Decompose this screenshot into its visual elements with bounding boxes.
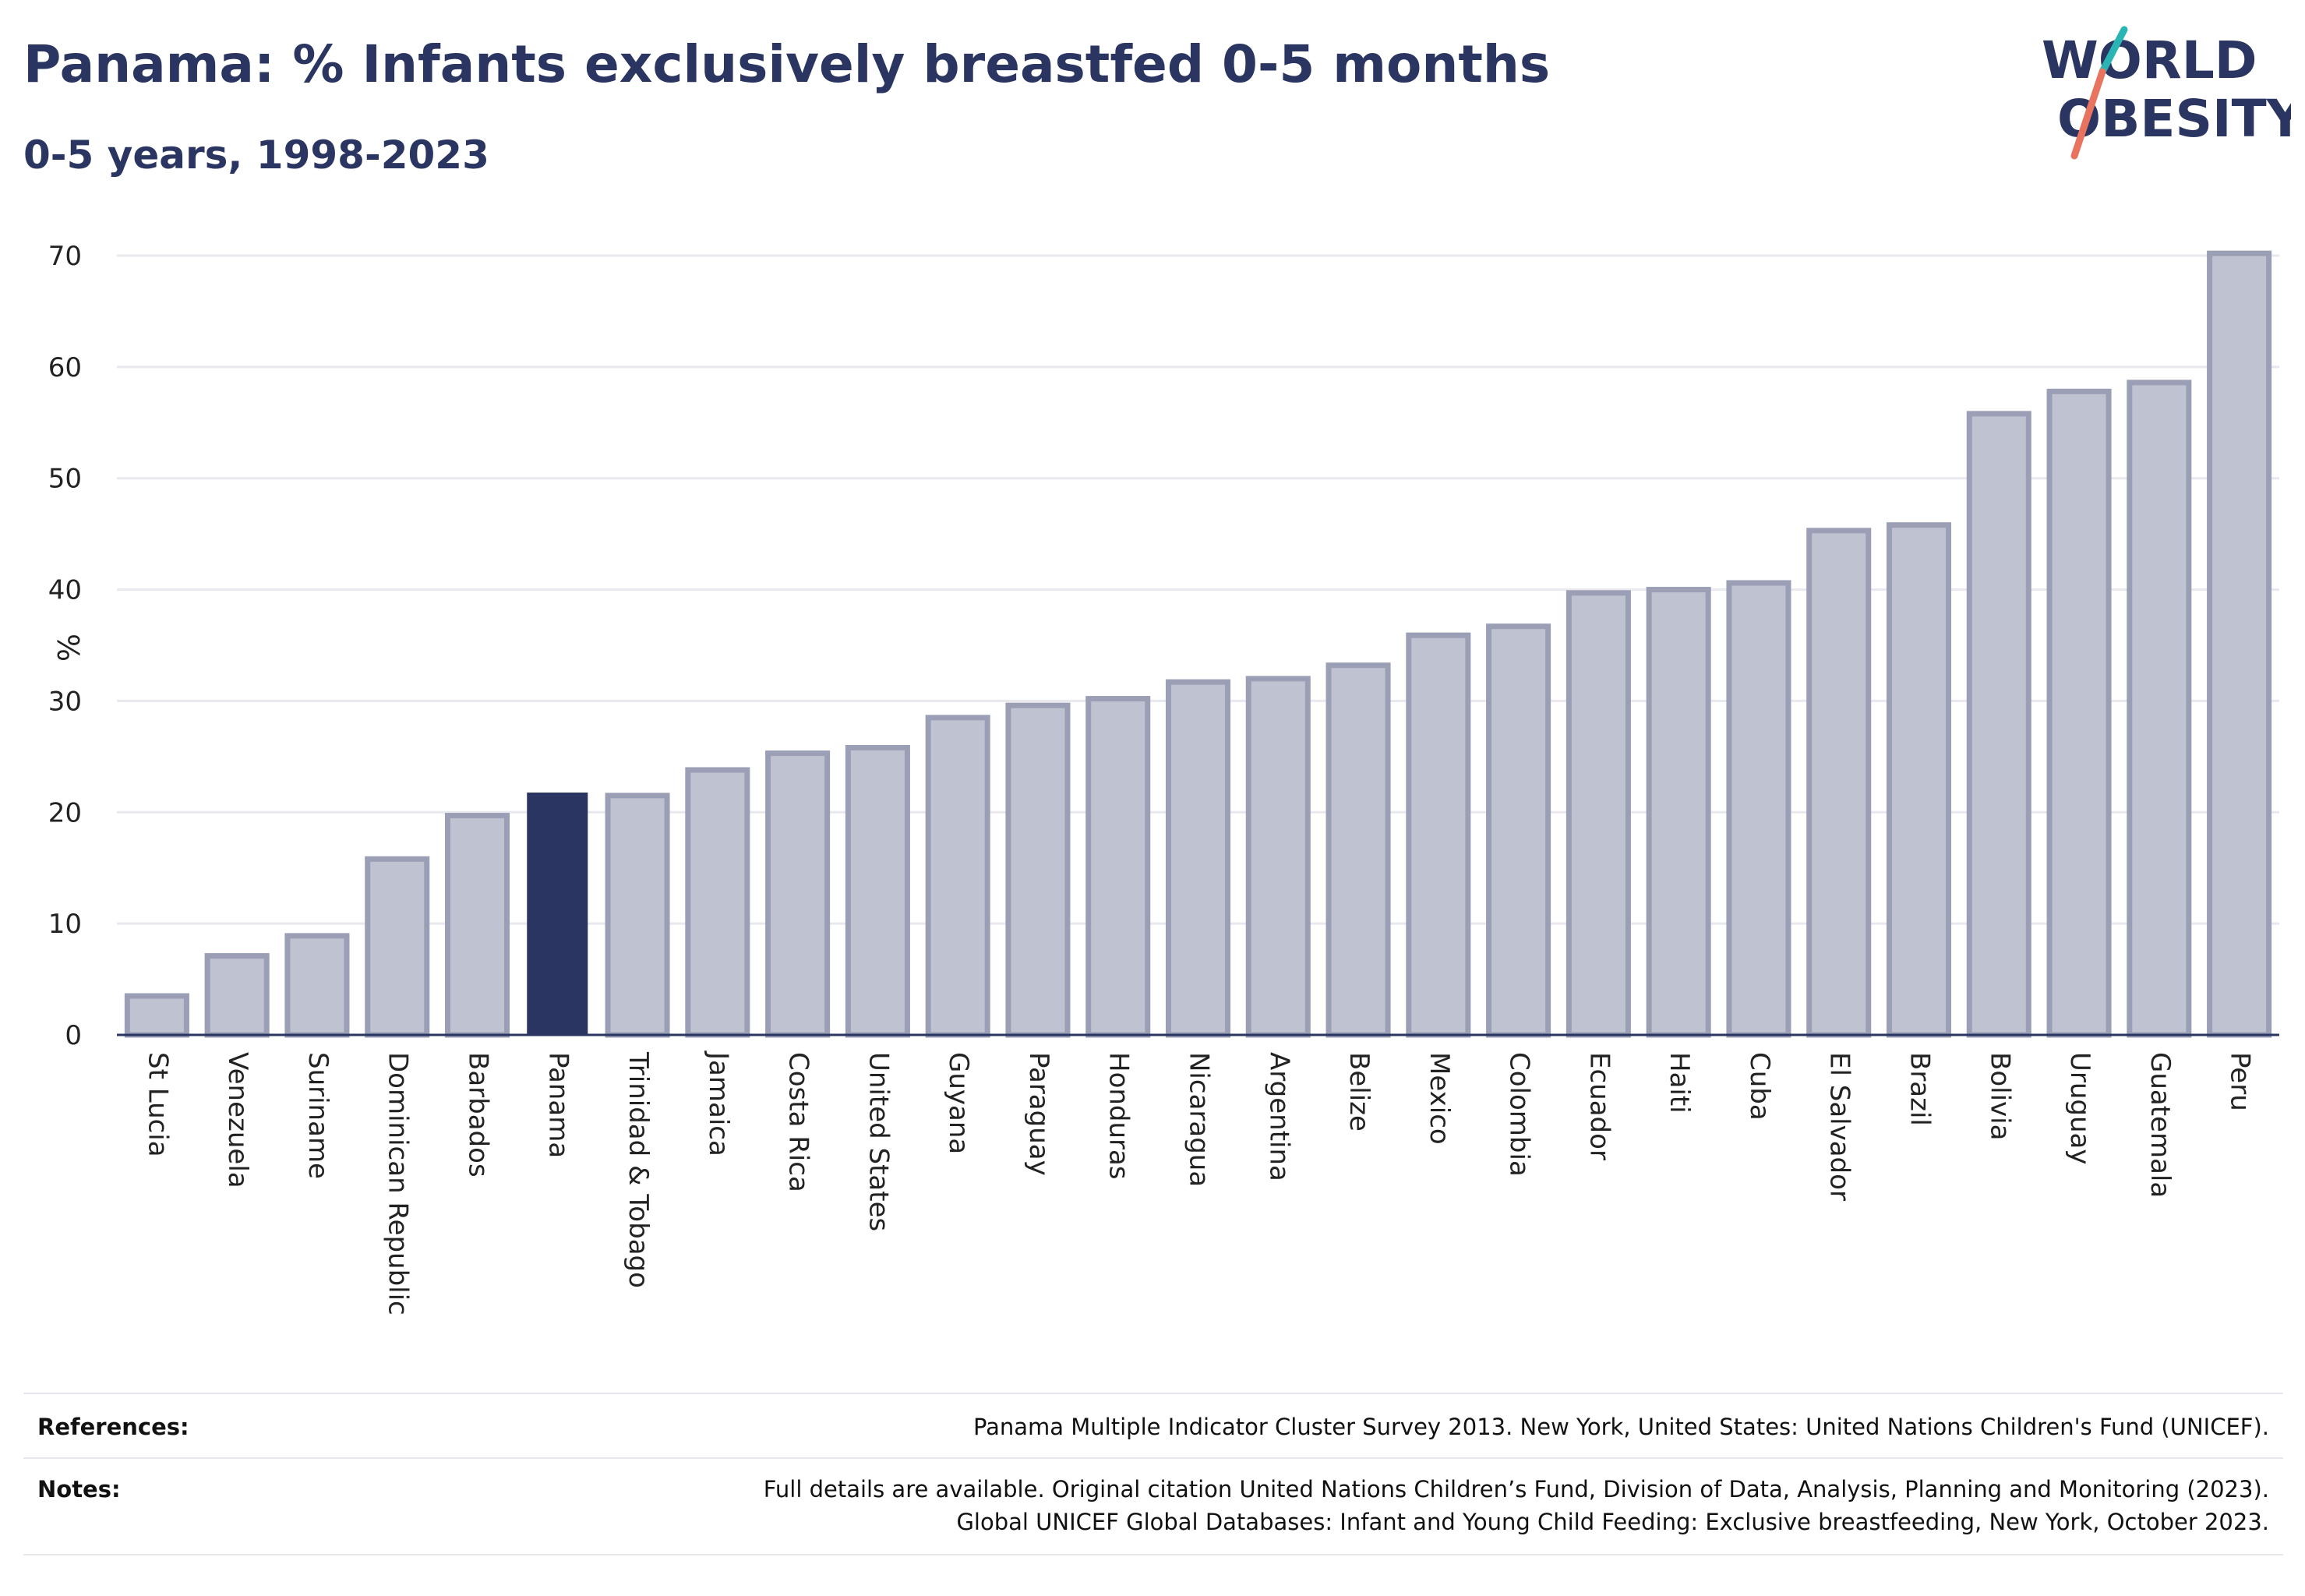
y-tick-label: 20	[48, 797, 82, 828]
y-tick-label: 0	[65, 1020, 82, 1051]
footer-divider	[23, 1554, 2283, 1555]
notes-row: Notes: Full details are available. Origi…	[23, 1473, 2283, 1551]
logo-slash-teal	[2099, 26, 2128, 76]
bar-guyana	[925, 715, 990, 1038]
x-tick-label: Panama	[542, 1052, 574, 1158]
x-tick-label: Brazil	[1904, 1052, 1936, 1126]
bar-honduras	[1085, 696, 1151, 1038]
x-tick-label: Guyana	[943, 1052, 974, 1154]
bar-suriname	[284, 933, 350, 1038]
x-tick-label: Bolivia	[1984, 1052, 2015, 1140]
bar-united-states	[845, 744, 910, 1038]
bar-el-salvador	[1806, 528, 1872, 1038]
bar-cuba	[1726, 580, 1791, 1038]
footer-divider	[23, 1393, 2283, 1394]
bar-chart: 0 10 20 30 40 50 60 70% St Lucia Venezuela Surinam…	[48, 241, 2279, 1315]
y-tick-label: 40	[48, 575, 82, 606]
bar-paraguay	[1005, 702, 1071, 1038]
x-tick-label: Barbados	[463, 1052, 494, 1178]
bar-trinidad-tobago	[605, 793, 670, 1038]
bar-jamaica	[685, 767, 750, 1038]
x-tick-label: Trinidad & Tobago	[623, 1051, 654, 1288]
x-tick-label: Belize	[1343, 1052, 1375, 1132]
y-tick-label: 10	[48, 909, 82, 940]
y-tick-label: 60	[48, 352, 82, 383]
references-row: References: Panama Multiple Indicator Cl…	[23, 1411, 2283, 1457]
x-tick-label: United States	[863, 1052, 894, 1231]
bar-nicaragua	[1165, 679, 1231, 1038]
bar-colombia	[1486, 623, 1551, 1038]
x-tick-label: Costa Rica	[783, 1052, 814, 1192]
x-tick-label: Haiti	[1664, 1052, 1695, 1114]
notes-text-line1: Full details are available. Original cit…	[763, 1476, 2269, 1502]
x-tick-label: Uruguay	[2064, 1052, 2095, 1165]
logo-word-world: WORLD	[2042, 30, 2257, 90]
notes-label: Notes:	[37, 1476, 121, 1502]
x-tick-label: Honduras	[1103, 1052, 1135, 1180]
bar-mexico	[1406, 632, 1471, 1038]
bar-ecuador	[1565, 590, 1631, 1038]
y-tick-label: 30	[48, 686, 82, 717]
x-tick-label: Dominican Republic	[383, 1052, 414, 1315]
bar-argentina	[1245, 676, 1311, 1038]
x-tick-label: Cuba	[1744, 1052, 1775, 1121]
bar-haiti	[1646, 587, 1711, 1038]
chart-subtitle: 0-5 years, 1998-2023	[23, 132, 489, 178]
x-tick-label: St Lucia	[142, 1052, 173, 1157]
references-text: Panama Multiple Indicator Cluster Survey…	[972, 1414, 2269, 1440]
x-tick-label: Colombia	[1504, 1052, 1535, 1177]
bar-peru	[2207, 250, 2272, 1038]
bar-uruguay	[2046, 388, 2112, 1038]
chart-title: Panama: % Infants exclusively breastfed …	[23, 34, 1551, 94]
x-tick-label: Venezuela	[222, 1052, 253, 1188]
bar-costa-rica	[765, 750, 831, 1038]
bar-bolivia	[1966, 411, 2031, 1038]
y-tick-label: 70	[48, 241, 82, 272]
bar-barbados	[444, 813, 510, 1038]
x-tick-label: Peru	[2225, 1052, 2256, 1111]
notes-text-line2: Global UNICEF Global Databases: Infant a…	[956, 1509, 2269, 1535]
x-tick-label: Guatemala	[2144, 1052, 2176, 1198]
bar-dominican-republic	[365, 856, 430, 1038]
bar-venezuela	[204, 953, 270, 1038]
x-tick-label: Argentina	[1263, 1052, 1294, 1181]
x-tick-label: El Salvador	[1824, 1052, 1855, 1201]
bar-guatemala	[2127, 380, 2192, 1038]
x-tick-label: Suriname	[302, 1052, 334, 1179]
references-label: References:	[37, 1414, 189, 1440]
y-axis-label: %	[51, 634, 85, 662]
x-tick-label: Nicaragua	[1184, 1052, 1215, 1187]
logo-slash-red	[2070, 68, 2106, 160]
world-obesity-logo: WORLD OBESITY	[2042, 26, 2291, 160]
bar-panama	[527, 793, 588, 1036]
bar-brazil	[1886, 522, 1952, 1038]
x-tick-label: Jamaica	[703, 1050, 734, 1156]
y-tick-label: 50	[48, 464, 82, 495]
x-tick-label: Ecuador	[1583, 1052, 1615, 1160]
bar-belize	[1325, 662, 1391, 1038]
bar-st-lucia	[124, 993, 189, 1038]
x-tick-label: Paraguay	[1023, 1052, 1054, 1176]
x-tick-label: Mexico	[1424, 1052, 1455, 1145]
footer-divider	[23, 1457, 2283, 1459]
